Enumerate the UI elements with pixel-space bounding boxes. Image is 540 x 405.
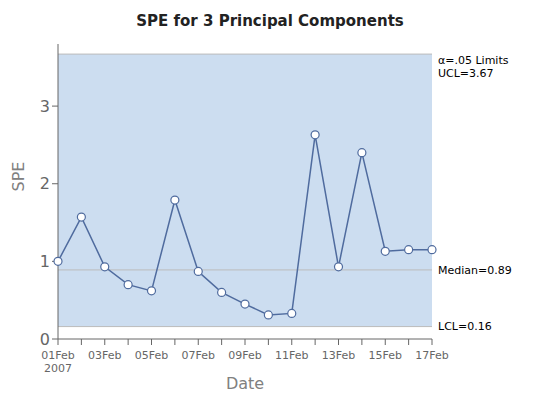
svg-text:11Feb: 11Feb xyxy=(275,349,308,362)
svg-text:09Feb: 09Feb xyxy=(228,349,261,362)
svg-text:03Feb: 03Feb xyxy=(88,349,121,362)
svg-text:Date: Date xyxy=(226,374,264,393)
svg-text:2: 2 xyxy=(40,174,50,193)
svg-text:01Feb2007: 01Feb2007 xyxy=(41,349,74,375)
svg-text:α=.05 LimitsUCL=3.67: α=.05 LimitsUCL=3.67 xyxy=(438,54,509,80)
svg-text:07Feb: 07Feb xyxy=(182,349,215,362)
svg-text:LCL=0.16: LCL=0.16 xyxy=(438,320,492,333)
svg-text:13Feb: 13Feb xyxy=(322,349,355,362)
svg-text:0: 0 xyxy=(40,330,50,349)
svg-text:3: 3 xyxy=(40,97,50,116)
svg-text:17Feb: 17Feb xyxy=(415,349,448,362)
svg-text:15Feb: 15Feb xyxy=(369,349,402,362)
svg-text:05Feb: 05Feb xyxy=(135,349,168,362)
svg-text:Median=0.89: Median=0.89 xyxy=(438,264,512,277)
html-text:SPE for 3 Principal Components: SPE for 3 Principal Components xyxy=(136,12,404,30)
svg-text:SPE: SPE xyxy=(9,162,28,192)
svg-text:1: 1 xyxy=(40,252,50,271)
